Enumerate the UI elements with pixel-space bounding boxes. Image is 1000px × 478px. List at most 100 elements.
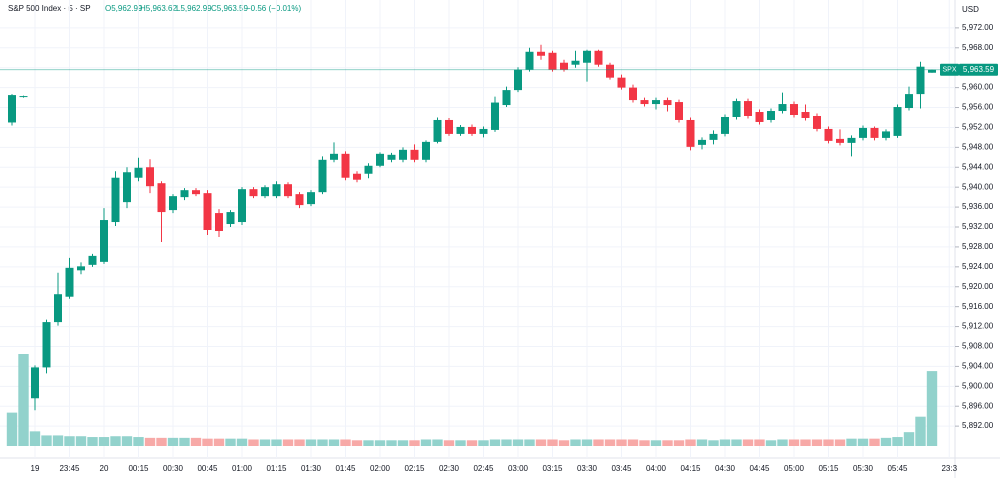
volume-bar — [75, 436, 87, 446]
header-low: L5,962.99 — [176, 4, 212, 13]
x-tick-label: 04:15 — [680, 464, 701, 473]
candle-body — [698, 139, 706, 145]
candle-body — [54, 294, 62, 323]
candle-body — [295, 194, 304, 206]
volume-bar — [29, 431, 41, 446]
volume-bar — [696, 439, 708, 446]
volume-bar — [409, 440, 420, 446]
volume-bar — [259, 439, 271, 446]
y-tick-label: 5,908.00 — [962, 342, 994, 351]
volume-bar — [64, 436, 75, 446]
x-tick-label: 03:45 — [611, 464, 632, 473]
x-tick-label: 00:15 — [128, 464, 149, 473]
candle-body — [686, 119, 695, 147]
x-tick-label: 01:00 — [232, 464, 253, 473]
x-tick-label: 01:15 — [266, 464, 287, 473]
y-tick-label: 5,916.00 — [962, 302, 994, 311]
candle-body — [399, 149, 407, 160]
volume-bar — [616, 439, 627, 446]
candle-body — [617, 77, 626, 88]
candle-body — [410, 149, 419, 160]
candle-body — [491, 102, 499, 130]
volume-bar — [6, 412, 18, 446]
volume-bar — [754, 439, 765, 446]
y-tick-label: 5,896.00 — [962, 401, 994, 410]
volume-bar — [570, 439, 581, 446]
x-tick-label: 02:45 — [473, 464, 494, 473]
candle-body — [123, 172, 131, 203]
candle-body — [571, 60, 580, 65]
candle-body — [721, 116, 729, 134]
x-tick-label: 03:15 — [542, 464, 563, 473]
candle-body — [847, 137, 856, 143]
volume-bar — [478, 440, 489, 446]
volume-bar — [627, 439, 639, 446]
x-tick-label: 23:3 — [941, 464, 957, 473]
volume-bar — [777, 439, 788, 446]
candle-body — [767, 111, 775, 120]
candle-body — [675, 102, 683, 120]
candle-body — [882, 131, 890, 138]
candle-body — [134, 167, 143, 178]
currency: USD — [962, 5, 979, 14]
volume-bar — [87, 437, 98, 446]
volume-bar — [328, 439, 340, 446]
y-tick-label: 5,936.00 — [962, 202, 994, 211]
candle-body — [307, 192, 315, 205]
candle-body — [422, 141, 430, 160]
volume-bar — [18, 354, 29, 446]
candle-body — [893, 107, 902, 136]
ticker-label: SPX — [942, 67, 956, 74]
volume-bar — [742, 439, 754, 446]
y-tick-label: 5,932.00 — [962, 222, 994, 231]
candle-body — [594, 50, 603, 65]
x-tick-label: 23:45 — [59, 464, 80, 473]
candle-body — [537, 51, 545, 56]
volume-bar — [167, 437, 179, 446]
candle-body — [157, 183, 166, 213]
volume-bar — [420, 439, 432, 446]
candle-body — [905, 94, 913, 109]
volume-bar — [432, 439, 443, 446]
volume-bar — [846, 438, 857, 446]
header-symbol: S&P 500 Index · 5 · SP — [8, 4, 91, 13]
x-tick-label: 01:30 — [301, 464, 322, 473]
volume-bar — [800, 439, 811, 446]
volume-bar — [811, 439, 823, 446]
y-tick-label: 5,968.00 — [962, 43, 994, 52]
candle-body — [353, 173, 361, 180]
candle-body — [445, 119, 453, 134]
y-tick-label: 5,924.00 — [962, 262, 994, 271]
candle-body — [146, 167, 154, 187]
y-tick-label: 5,904.00 — [962, 362, 994, 371]
candle-body — [284, 184, 292, 197]
candle-body — [65, 267, 74, 297]
header-change: −0.56 (−0.01%) — [246, 4, 301, 13]
volume-bar — [685, 439, 696, 446]
volume-bar — [823, 439, 834, 446]
y-tick-label: 5,972.00 — [962, 23, 994, 32]
last-price-badge — [959, 63, 998, 76]
y-tick-label: 5,912.00 — [962, 322, 994, 331]
volume-bar — [765, 440, 777, 446]
candle-body — [755, 112, 764, 122]
x-tick-label: 02:00 — [370, 464, 391, 473]
candle-body — [663, 100, 672, 106]
y-tick-label: 5,960.00 — [962, 83, 994, 92]
volume-bar — [547, 439, 558, 446]
volume-bar — [340, 439, 351, 446]
x-tick-label: 02:30 — [439, 464, 460, 473]
x-tick-label: 20 — [100, 464, 109, 473]
candle-body — [226, 212, 235, 225]
volume-bar — [156, 437, 167, 446]
header-open: O5,962.99 — [105, 4, 143, 13]
y-tick-label: 5,940.00 — [962, 182, 994, 191]
x-tick-label: 03:30 — [577, 464, 598, 473]
candle-body — [249, 189, 258, 197]
candle-body — [261, 187, 269, 197]
candle-body — [548, 52, 557, 70]
x-tick-label: 02:15 — [404, 464, 425, 473]
candle-body — [813, 115, 821, 129]
candle-body — [583, 50, 591, 63]
